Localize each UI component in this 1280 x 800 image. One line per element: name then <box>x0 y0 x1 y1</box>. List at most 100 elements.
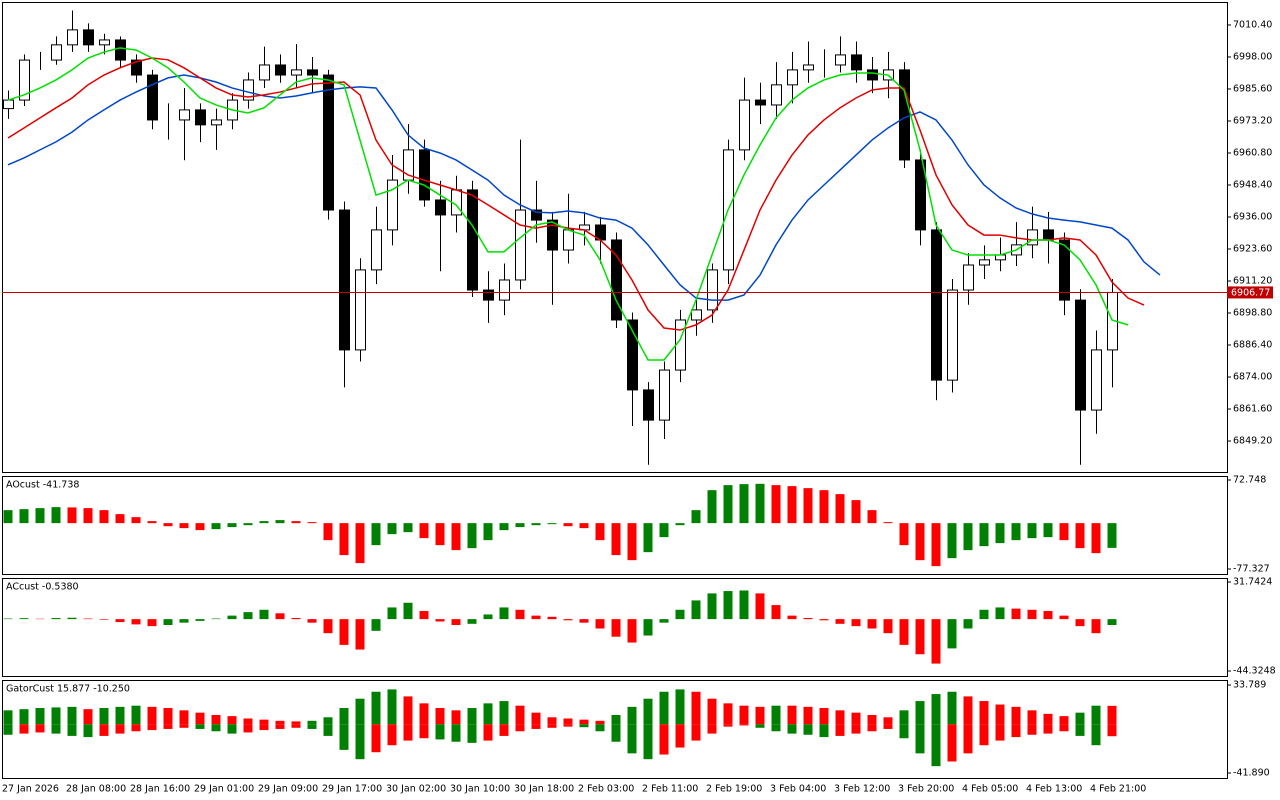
candle-body <box>131 59 142 76</box>
histogram-bar <box>803 617 813 620</box>
histogram-bar <box>339 724 349 750</box>
histogram-bar <box>67 706 77 725</box>
histogram-bar <box>899 523 909 546</box>
histogram-bar <box>819 619 829 621</box>
histogram-bar <box>195 619 205 621</box>
histogram-bar <box>643 523 653 553</box>
y-tick-label: 6936.00 <box>1233 211 1272 222</box>
histogram-bar <box>355 724 365 760</box>
histogram-bar <box>99 510 109 524</box>
histogram-bar <box>1043 713 1053 725</box>
histogram-bar <box>115 514 125 524</box>
histogram-bar <box>723 724 733 727</box>
candle-body <box>755 99 766 106</box>
histogram-bar <box>611 714 621 725</box>
histogram-bar <box>867 619 877 629</box>
histogram-bar <box>499 701 509 725</box>
candle-body <box>787 69 798 86</box>
histogram-bar <box>963 619 973 629</box>
histogram-bar <box>1027 609 1037 620</box>
histogram-bar <box>467 708 477 725</box>
histogram-bar <box>243 612 253 620</box>
y-tick-label: 6985.60 <box>1233 83 1272 94</box>
histogram-bar <box>163 708 173 725</box>
histogram-bar <box>419 610 429 620</box>
candle-body <box>339 209 350 351</box>
histogram-bar <box>691 724 701 741</box>
histogram-bar <box>643 724 653 760</box>
histogram-bar <box>1027 523 1037 539</box>
candle-body <box>707 269 718 311</box>
histogram-bar <box>979 609 989 620</box>
histogram-bar <box>483 724 493 741</box>
histogram-bar <box>179 619 189 623</box>
histogram-bar <box>51 724 61 734</box>
histogram-bar <box>563 523 573 527</box>
histogram-bar <box>803 706 813 725</box>
x-tick-label: 3 Feb 12:00 <box>834 784 890 795</box>
histogram-bar <box>547 717 557 725</box>
histogram-bar <box>1075 523 1085 549</box>
histogram-bar <box>1059 523 1069 541</box>
histogram-bar <box>979 523 989 547</box>
candle-body <box>963 264 974 291</box>
x-tick-label: 29 Jan 01:00 <box>194 784 254 795</box>
histogram-bar <box>579 523 589 529</box>
histogram-bar <box>675 689 685 725</box>
histogram-bar <box>979 724 989 746</box>
histogram-bar <box>227 724 237 734</box>
candle-body <box>835 54 846 66</box>
x-tick-label: 29 Jan 17:00 <box>322 784 382 795</box>
histogram-bar <box>867 510 877 524</box>
histogram-bar <box>307 720 317 725</box>
histogram-bar <box>883 717 893 725</box>
histogram-bar <box>131 724 141 732</box>
histogram-bar <box>595 724 605 732</box>
histogram-bar <box>307 619 317 623</box>
histogram-bar <box>611 724 621 742</box>
histogram-bar <box>963 724 973 754</box>
histogram-bar <box>723 591 733 620</box>
candle-body <box>739 99 750 151</box>
histogram-bar <box>643 698 653 725</box>
y-tick-label: -77.327 <box>1233 564 1270 575</box>
histogram-bar <box>563 619 573 621</box>
histogram-bar <box>67 724 77 736</box>
histogram-bar <box>275 520 285 524</box>
histogram-bar <box>275 613 285 620</box>
histogram-bar <box>675 523 685 526</box>
candle-body <box>387 179 398 231</box>
histogram-bar <box>83 724 93 738</box>
histogram-bar <box>19 509 29 524</box>
histogram-bar <box>371 691 381 725</box>
histogram-bar <box>211 724 221 732</box>
histogram-bar <box>323 523 333 541</box>
candle-body <box>51 44 62 61</box>
histogram-bar <box>1091 619 1101 634</box>
histogram-bar <box>915 724 925 754</box>
histogram-bar <box>835 710 845 725</box>
histogram-bar <box>787 486 797 524</box>
histogram-bar <box>131 705 141 725</box>
histogram-bar <box>3 710 13 725</box>
histogram-bar <box>611 523 621 556</box>
histogram-bar <box>227 716 237 725</box>
histogram-bar <box>387 523 397 535</box>
x-tick-label: 27 Jan 2026 <box>2 784 59 795</box>
histogram-bar <box>1091 724 1101 746</box>
histogram-bar <box>483 523 493 541</box>
candle-body <box>691 309 702 321</box>
histogram-bar <box>163 724 173 729</box>
histogram-bar <box>1107 724 1117 737</box>
y-tick-label: 6861.60 <box>1233 404 1272 415</box>
histogram-bar <box>323 717 333 725</box>
candle-body <box>899 69 910 161</box>
histogram-bar <box>995 523 1005 544</box>
candle-body <box>931 229 942 381</box>
histogram-bar <box>883 619 893 634</box>
candle-body <box>771 84 782 106</box>
histogram-bar <box>227 615 237 620</box>
panel-title: GatorCust 15.877 -10.250 <box>6 684 130 695</box>
alligator-line <box>7 47 1129 361</box>
histogram-bar <box>1011 608 1021 620</box>
